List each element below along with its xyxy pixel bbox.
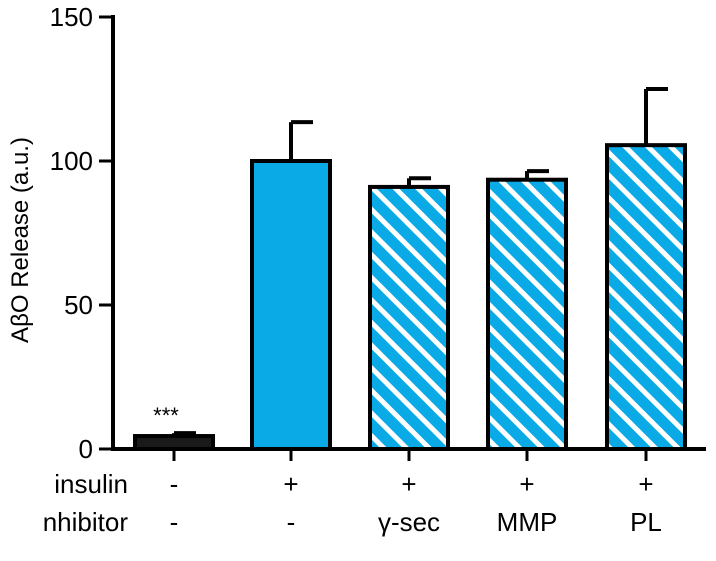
inhibitor-value: γ-sec <box>378 507 440 537</box>
bar <box>250 159 332 451</box>
inhibitor-value: PL <box>630 507 662 537</box>
y-tick-label: 100 <box>50 146 93 176</box>
y-tick-label: 50 <box>64 290 93 320</box>
insulin-value: + <box>401 469 416 499</box>
row-labels: insulin nhibitor - - + - + γ-sec + MMP + PL <box>43 469 662 537</box>
row-label-insulin: insulin <box>54 469 128 499</box>
row-label-inhibitor: nhibitor <box>43 507 129 537</box>
significance-label: *** <box>153 403 179 428</box>
bar <box>368 184 450 451</box>
bars: *** <box>133 87 687 452</box>
insulin-value: + <box>638 469 653 499</box>
y-tick-label: 150 <box>50 2 93 32</box>
bar <box>605 143 687 451</box>
bar <box>486 177 568 451</box>
inhibitor-value: - <box>170 507 179 537</box>
inhibitor-value: MMP <box>497 507 558 537</box>
inhibitor-value: - <box>287 507 296 537</box>
insulin-value: + <box>283 469 298 499</box>
bar <box>133 434 215 452</box>
y-tick-label: 0 <box>79 434 93 464</box>
insulin-value: + <box>519 469 534 499</box>
y-axis-label: AβO Release (a.u.) <box>7 137 34 343</box>
insulin-value: - <box>170 469 179 499</box>
y-axis: 0 50 100 150 <box>50 2 115 464</box>
